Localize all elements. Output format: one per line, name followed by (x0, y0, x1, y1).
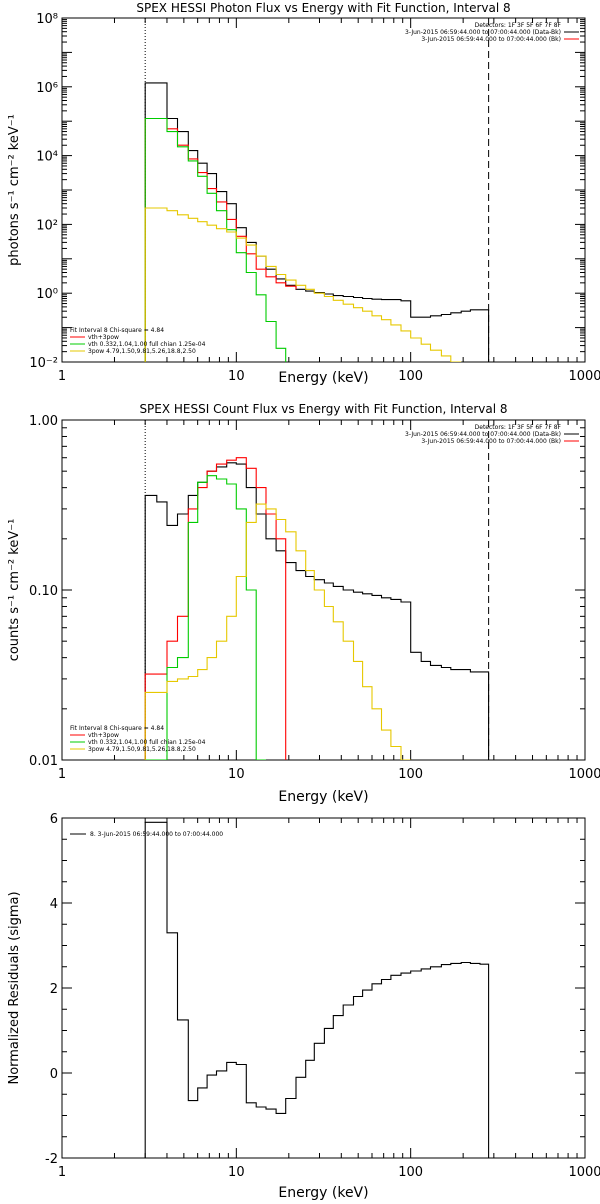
series-group (144, 821, 490, 1158)
legend-entry: Detectors: 1F 3F 5F 6F 7F 8F (475, 424, 562, 431)
x-tick-label: 1000 (568, 369, 600, 384)
panel-2: 1 10 100 1000 0.01 0.10 1.00 SPEX HESSI Count F… (7, 402, 600, 805)
x-tick-label: 10 (228, 369, 245, 384)
y-axis-label: Normalized Residuals (sigma) (7, 891, 22, 1084)
y-tick-label: 0.10 (29, 584, 58, 599)
series-line-3 (144, 503, 411, 760)
legend-entry: 3-Jun-2015 06:59:44.000 to 07:00:44.000 … (405, 29, 561, 36)
x-tick-label: 1000 (568, 767, 600, 782)
legend-entry: 3pow 4.79,1.50,9.81,5.26,18.8,2.50 (88, 746, 196, 753)
plot-frame (61, 17, 586, 363)
legend-bottomleft: Fit Interval 8 Chi-square = 4.84vth+3pow… (70, 725, 206, 753)
y-axis-label: counts s⁻¹ cm⁻² keV⁻¹ (7, 519, 22, 662)
legend-entry: 3-Jun-2015 06:59:44.000 to 07:00:44.000 … (421, 438, 561, 445)
x-tick-label: 100 (398, 369, 423, 384)
legend-topright: Detectors: 1F 3F 5F 6F 7F 8F3-Jun-2015 0… (405, 424, 579, 445)
x-tick-label: 100 (398, 1165, 423, 1180)
y-axis-label: photons s⁻¹ cm⁻² keV⁻¹ (7, 114, 22, 266)
series-group (144, 457, 490, 760)
y-tick-label: 10⁻² (29, 356, 58, 371)
x-ticks: 1 10 100 1000 (58, 818, 600, 1180)
y-tick-label: 2 (50, 982, 58, 997)
x-tick-label: 1 (58, 369, 66, 384)
x-tick-label: 1 (58, 1165, 66, 1180)
series-line-1 (144, 117, 297, 362)
legend-entry: 3pow 4.79,1.50,9.81,5.26,18.8,2.50 (88, 348, 196, 355)
y-tick-label: 4 (50, 897, 58, 912)
x-axis-label: Energy (keV) (278, 1185, 368, 1200)
x-ticks: 1 10 100 1000 (58, 420, 600, 782)
y-ticks: 0.01 0.10 1.00 (29, 414, 585, 769)
panel-1: 1 10 100 1000 10⁻² 10⁰ 10² 10⁴ 10⁶ 10⁸ SPEX HESSI … (7, 1, 600, 386)
series-line-0 (144, 821, 490, 1158)
panel-3: 1 10 100 1000 -2 0 2 4 6 Energy (keV) Normalized R… (7, 812, 600, 1201)
legend-entry: 3-Jun-2015 06:59:44.000 to 07:00:44.000 … (405, 431, 561, 438)
chart-title: SPEX HESSI Photon Flux vs Energy with Fi… (136, 1, 510, 15)
series-line-1 (144, 457, 287, 760)
x-ticks: 1 10 100 1000 (58, 18, 600, 384)
legend-entry: vth 0.332,1.04,1.00 full chian 1.25e-04 (88, 341, 206, 348)
legend-entry: Fit Interval 8 Chi-square = 4.84 (70, 725, 164, 732)
series-line-0 (144, 82, 490, 362)
legend-bottomleft: Fit Interval 8 Chi-square = 4.84vth+3pow… (70, 327, 206, 355)
y-tick-label: -2 (45, 1152, 58, 1167)
legend-topleft: 8. 3-Jun-2015 06:59:44.000 to 07:00:44.0… (70, 831, 223, 838)
series-line-0 (144, 462, 490, 760)
y-ticks: -2 0 2 4 6 (45, 812, 585, 1167)
legend-entry: vth 0.332,1.04,1.00 full chian 1.25e-04 (88, 739, 206, 746)
y-tick-label: 10⁰ (36, 287, 58, 302)
legend-entry: 8. 3-Jun-2015 06:59:44.000 to 07:00:44.0… (90, 831, 223, 838)
y-tick-label: 6 (50, 812, 58, 827)
legend-entry: 3-Jun-2015 06:59:44.000 to 07:00:44.000 … (421, 36, 561, 43)
series-line-2 (145, 475, 266, 760)
chart-title: SPEX HESSI Count Flux vs Energy with Fit… (139, 402, 507, 416)
plot-frame (61, 817, 586, 1159)
x-tick-label: 1000 (568, 1165, 600, 1180)
y-tick-label: 10⁶ (36, 81, 58, 96)
series-group (144, 82, 490, 362)
x-tick-label: 100 (398, 767, 423, 782)
x-tick-label: 10 (228, 767, 245, 782)
series-line-3 (144, 207, 462, 362)
x-tick-label: 1 (58, 767, 66, 782)
legend-topright: Detectors: 1F 3F 5F 6F 7F 8F3-Jun-2015 0… (405, 22, 579, 43)
y-tick-label: 1.00 (29, 414, 58, 429)
x-axis-label: Energy (keV) (278, 370, 368, 386)
legend-entry: Fit Interval 8 Chi-square = 4.84 (70, 327, 164, 334)
y-tick-label: 10⁸ (36, 12, 58, 27)
y-ticks: 10⁻² 10⁰ 10² 10⁴ 10⁶ 10⁸ (29, 12, 585, 371)
series-line-2 (144, 117, 287, 362)
y-tick-label: 10² (36, 218, 58, 233)
x-tick-label: 10 (228, 1165, 245, 1180)
legend-entry: vth+3pow (88, 732, 119, 739)
x-axis-label: Energy (keV) (278, 789, 368, 805)
y-tick-label: 0 (50, 1067, 58, 1082)
y-tick-label: 10⁴ (36, 150, 58, 165)
y-tick-label: 0.01 (29, 754, 58, 769)
legend-entry: vth+3pow (88, 334, 119, 341)
legend-entry: Detectors: 1F 3F 5F 6F 7F 8F (475, 22, 562, 29)
